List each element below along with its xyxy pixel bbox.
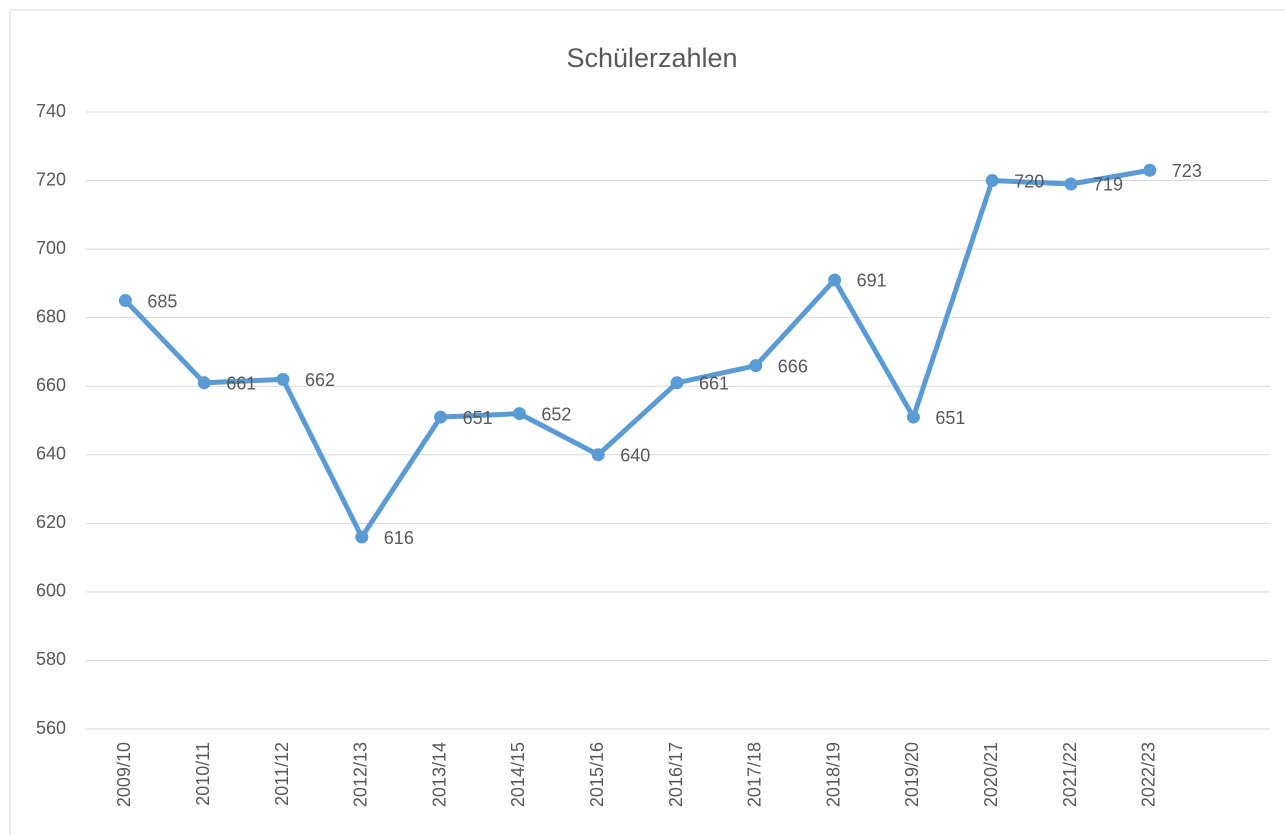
data-label: 719 [1093, 175, 1123, 195]
data-point [906, 410, 920, 424]
y-tick-label: 580 [36, 649, 66, 669]
data-point [197, 376, 211, 390]
y-tick-label: 720 [36, 169, 66, 189]
data-point [276, 372, 290, 386]
data-point [670, 376, 684, 390]
data-label: 661 [226, 374, 256, 394]
x-tick-label: 2012/13 [351, 742, 371, 807]
data-point [434, 410, 448, 424]
x-tick-label: 2009/10 [114, 742, 134, 807]
x-tick-label: 2017/18 [745, 742, 765, 807]
data-label: 616 [384, 528, 414, 548]
y-tick-label: 640 [36, 444, 66, 464]
x-tick-label: 2015/16 [587, 742, 607, 807]
data-point [512, 407, 526, 421]
data-point [1143, 163, 1157, 177]
x-tick-label: 2013/14 [429, 742, 449, 807]
data-point [591, 448, 605, 462]
data-label: 691 [857, 271, 887, 291]
x-tick-label: 2020/21 [981, 742, 1001, 807]
data-label: 662 [305, 370, 335, 390]
y-tick-label: 600 [36, 581, 66, 601]
chart-title: Schülerzahlen [566, 43, 737, 73]
data-label: 661 [699, 374, 729, 394]
data-point [985, 174, 999, 188]
data-label: 723 [1172, 161, 1202, 181]
x-tick-label: 2019/20 [902, 742, 922, 807]
data-point [118, 294, 132, 308]
x-tick-label: 2014/15 [508, 742, 528, 807]
x-tick-label: 2016/17 [666, 742, 686, 807]
x-tick-label: 2022/23 [1139, 742, 1159, 807]
data-label: 651 [463, 408, 493, 428]
x-tick-label: 2010/11 [193, 742, 213, 806]
data-label: 720 [1014, 171, 1044, 191]
y-tick-label: 740 [36, 101, 66, 121]
y-tick-label: 680 [36, 306, 66, 326]
x-tick-label: 2011/12 [272, 742, 292, 806]
data-point [828, 273, 842, 287]
x-tick-label: 2021/22 [1060, 742, 1080, 807]
data-label: 652 [541, 404, 571, 424]
data-point [355, 530, 369, 544]
y-tick-label: 560 [36, 718, 66, 738]
series-line [123, 167, 1151, 540]
y-tick-label: 620 [36, 512, 66, 532]
data-label: 651 [935, 408, 965, 428]
data-point [1064, 177, 1078, 191]
data-point [749, 359, 763, 373]
data-label: 640 [620, 446, 650, 466]
y-tick-label: 660 [36, 375, 66, 395]
y-tick-label: 700 [36, 238, 66, 258]
x-tick-label: 2018/19 [823, 742, 843, 807]
data-label: 666 [778, 356, 808, 376]
data-label: 685 [147, 291, 177, 311]
